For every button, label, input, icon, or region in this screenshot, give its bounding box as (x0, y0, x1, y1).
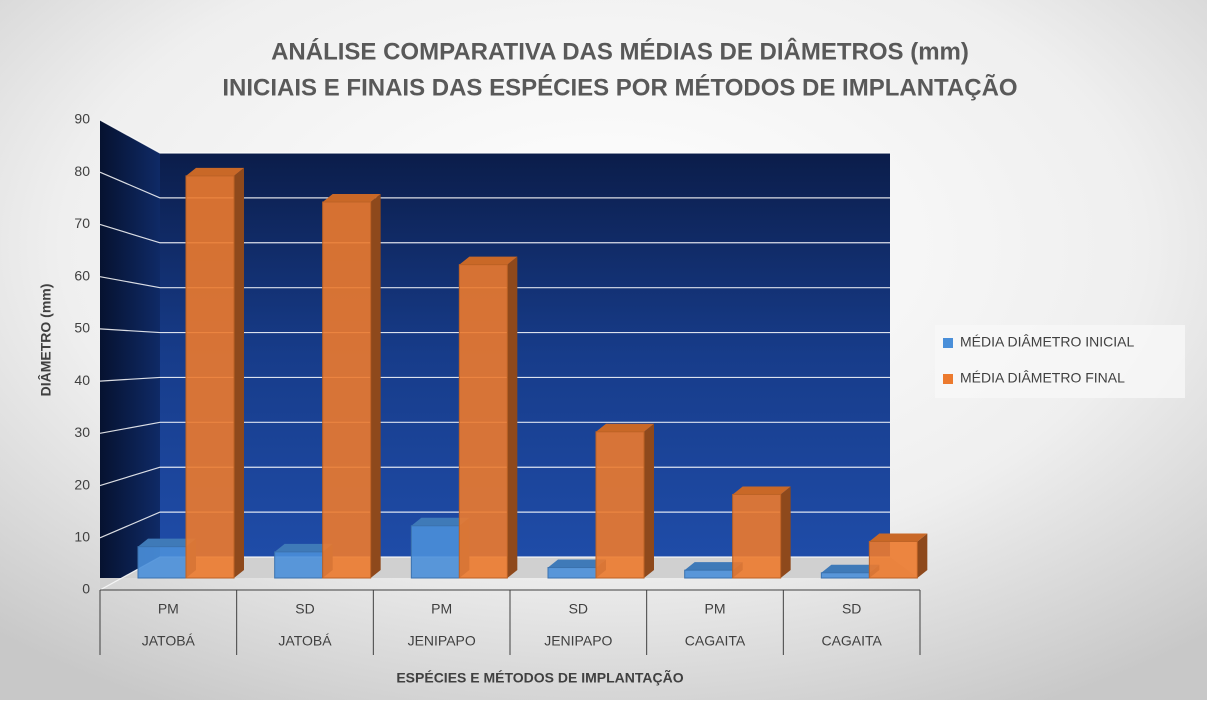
x-group-label: JATOBÁ (278, 633, 332, 649)
legend-swatch (943, 338, 953, 348)
grid-line (99, 328, 890, 334)
y-tick-label: 70 (74, 215, 90, 231)
bar-front (274, 551, 324, 579)
bar-front (732, 493, 782, 579)
x-tick-label: SD (295, 601, 314, 617)
bar-front (410, 525, 460, 579)
bar (868, 533, 928, 579)
bar-front (322, 201, 372, 579)
x-tick-label: PM (158, 601, 179, 617)
bar-front (684, 569, 734, 579)
y-tick-label: 90 (74, 111, 90, 127)
grid-line (99, 119, 890, 154)
chart-title: ANÁLISE COMPARATIVA DAS MÉDIAS DE DIÂMET… (271, 37, 969, 65)
bar-front (820, 572, 870, 579)
bar (595, 423, 654, 579)
bar-side (644, 423, 654, 578)
bar-top (138, 538, 196, 547)
bar-side (370, 194, 381, 578)
bar-top (684, 562, 743, 571)
bar-top (821, 564, 880, 573)
x-tick-label: PM (431, 601, 452, 617)
y-tick-label: 20 (74, 476, 90, 492)
bar-front (547, 567, 597, 579)
grid-line (99, 223, 890, 244)
bar-front (185, 175, 235, 579)
bar-top (459, 256, 518, 265)
x-group-label: JATOBÁ (142, 633, 196, 649)
grid-line (99, 171, 890, 199)
bar-front (868, 540, 918, 579)
bar-top (322, 194, 381, 202)
grid-line (99, 376, 890, 382)
bar-front (458, 264, 508, 579)
x-group-label: JENIPAPO (408, 633, 476, 649)
bar-side (780, 486, 791, 578)
x-group-label: CAGAITA (821, 633, 882, 649)
bar-top (274, 543, 333, 552)
bar-top (186, 167, 244, 176)
bar-side (507, 256, 518, 578)
bar-top (596, 423, 654, 432)
legend-label: MÉDIA DIÂMETRO INICIAL (960, 334, 1134, 350)
grid-line (99, 421, 890, 434)
bar (185, 167, 244, 579)
bar (322, 194, 381, 579)
y-tick-label: 80 (74, 163, 90, 179)
side-wall (100, 120, 160, 590)
x-group-label: JENIPAPO (544, 633, 612, 649)
y-tick-label: 40 (74, 372, 90, 388)
x-tick-label: PM (705, 601, 726, 617)
y-tick-label: 10 (74, 528, 90, 544)
bar-top (411, 517, 470, 526)
bar (732, 486, 791, 579)
x-axis-title: ESPÉCIES E MÉTODOS DE IMPLANTAÇÃO (396, 669, 683, 686)
grid-line (99, 276, 890, 289)
x-tick-label: SD (842, 601, 861, 617)
chart-subtitle: INICIAIS E FINAIS DAS ESPÉCIES POR MÉTOD… (222, 73, 1017, 101)
legend-swatch (943, 374, 953, 384)
legend-label: MÉDIA DIÂMETRO FINAL (960, 370, 1125, 386)
x-tick-label: SD (569, 601, 588, 617)
bar-top (732, 486, 791, 495)
y-axis-title: DIÂMETRO (mm) (37, 284, 54, 397)
bar-top (869, 533, 928, 542)
bar (458, 256, 518, 579)
legend-box (935, 325, 1185, 398)
y-tick-label: 0 (82, 581, 90, 597)
bar-front (595, 431, 645, 579)
y-tick-label: 50 (74, 320, 90, 336)
bar-front (137, 546, 187, 579)
y-tick-label: 30 (74, 424, 90, 440)
y-tick-label: 60 (74, 267, 90, 283)
bar-side (234, 167, 244, 578)
bar-top (548, 559, 606, 568)
x-group-label: CAGAITA (685, 633, 746, 649)
bar-side (917, 533, 928, 578)
